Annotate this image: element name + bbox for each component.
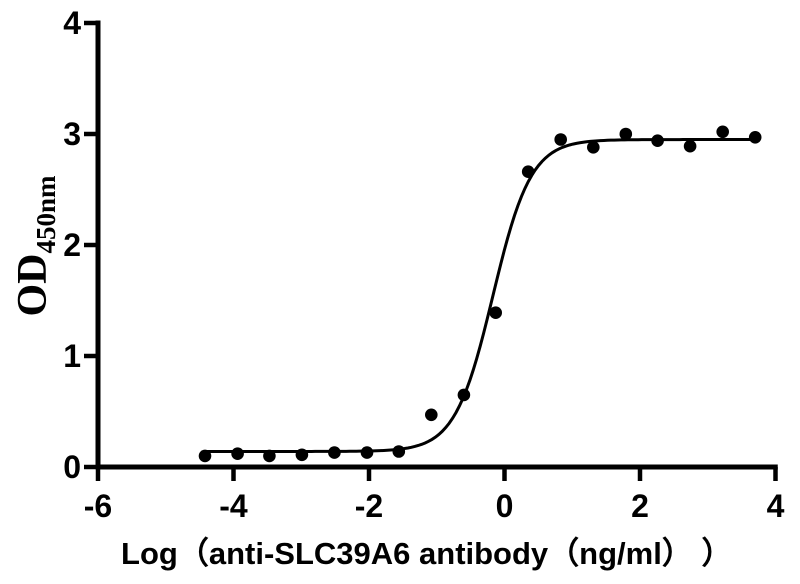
- data-point: [198, 449, 212, 463]
- x-tick-label: -6: [84, 488, 112, 524]
- y-axis-title-subscript: 450nm: [31, 175, 61, 254]
- y-axis-title-main: OD: [10, 254, 56, 317]
- data-point: [651, 134, 664, 147]
- data-point: [328, 446, 341, 459]
- data-point: [263, 449, 276, 463]
- x-tick-label: -4: [219, 488, 248, 524]
- data-point: [489, 306, 503, 320]
- y-tick-label: 1: [63, 338, 81, 374]
- data-points: [198, 125, 762, 463]
- data-point: [425, 408, 438, 422]
- y-axis-title: OD450nm: [10, 175, 61, 317]
- data-point: [748, 131, 762, 144]
- data-point: [457, 388, 471, 402]
- data-point: [683, 139, 697, 153]
- x-tick-label: -2: [355, 488, 383, 524]
- data-point: [716, 125, 729, 139]
- y-tick-label: 4: [63, 5, 81, 41]
- data-point: [554, 133, 567, 146]
- data-point: [295, 448, 309, 462]
- data-point: [521, 165, 535, 178]
- fit-curve: [203, 138, 757, 453]
- data-point: [587, 141, 600, 154]
- y-tick-label: 3: [63, 116, 81, 152]
- y-tick-label: 0: [63, 449, 81, 485]
- x-tick-label: 4: [767, 488, 785, 524]
- data-point: [231, 447, 244, 461]
- x-axis-title: Log（anti-SLC39A6 antibody（ng/ml） ）: [121, 536, 732, 571]
- data-point: [392, 445, 406, 458]
- x-tick-label: 0: [496, 488, 514, 524]
- axes: -6 -4 -2 0 2 4 0 1 2 3 4: [63, 5, 784, 524]
- y-tick-label: 2: [63, 227, 81, 263]
- data-point: [619, 127, 633, 141]
- x-tick-label: 2: [631, 488, 649, 524]
- data-point: [360, 446, 374, 459]
